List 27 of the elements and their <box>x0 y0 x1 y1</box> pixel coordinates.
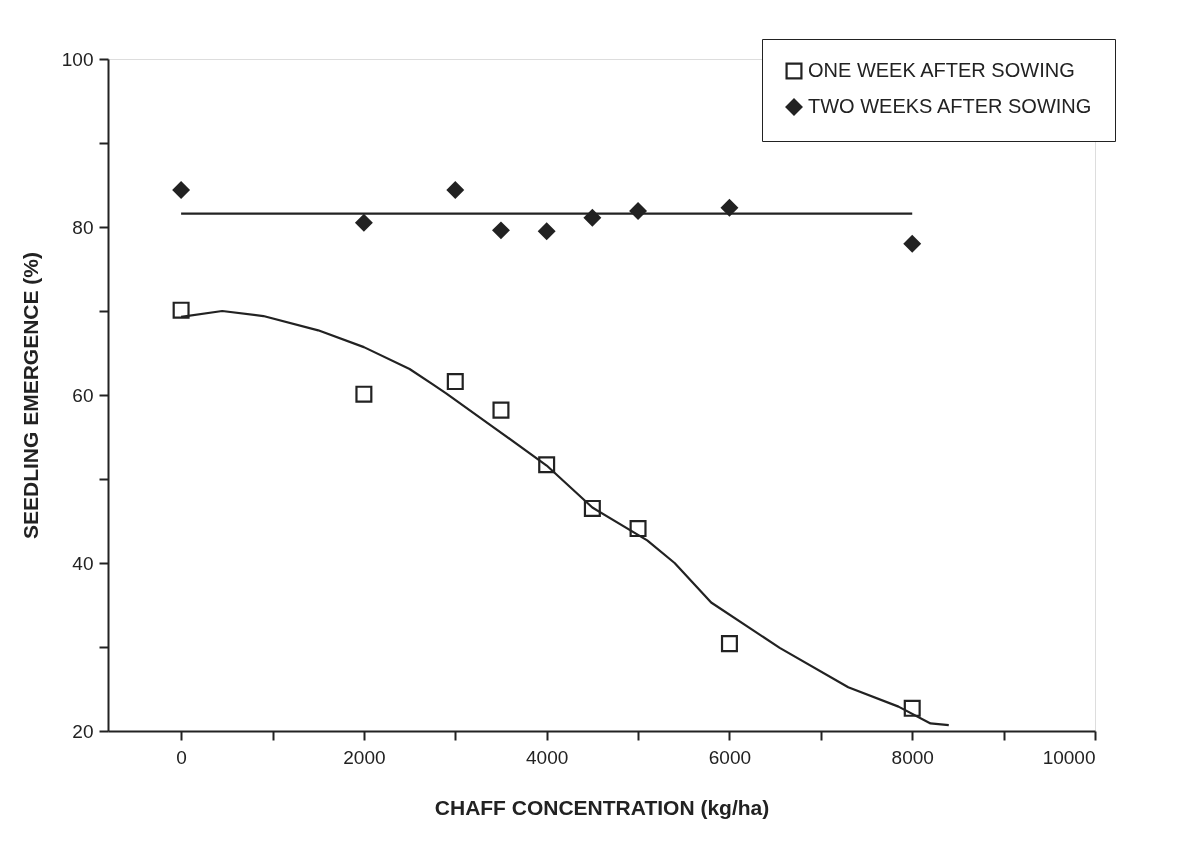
y-tick-label: 60 <box>72 384 94 406</box>
x-tick-label: 10000 <box>1042 746 1096 768</box>
point <box>538 222 556 240</box>
point <box>720 199 738 217</box>
point <box>720 635 738 653</box>
x-tick-label: 8000 <box>891 746 934 768</box>
point <box>446 373 464 391</box>
point <box>172 181 190 199</box>
legend-label: TWO WEEKS AFTER SOWING <box>808 95 1092 117</box>
point <box>172 301 190 319</box>
point <box>492 221 510 239</box>
point <box>355 385 373 403</box>
point <box>446 181 464 199</box>
y-tick-label: 100 <box>61 48 94 70</box>
x-tick-label: 0 <box>176 746 187 768</box>
y-tick-label: 40 <box>72 552 94 574</box>
point <box>355 214 373 232</box>
x-axis-title: CHAFF CONCENTRATION (kg/ha) <box>434 795 770 819</box>
y-tick-label: 20 <box>72 720 94 742</box>
x-tick-label: 2000 <box>343 746 386 768</box>
y-tick-label: 80 <box>72 216 94 238</box>
point <box>492 401 510 419</box>
legend-label: ONE WEEK AFTER SOWING <box>808 59 1075 81</box>
x-tick-label: 6000 <box>708 746 752 768</box>
y-axis-title: SEEDLING EMERGENCE (%) <box>18 251 42 540</box>
x-tick-label: 4000 <box>526 746 569 768</box>
point <box>903 235 921 253</box>
